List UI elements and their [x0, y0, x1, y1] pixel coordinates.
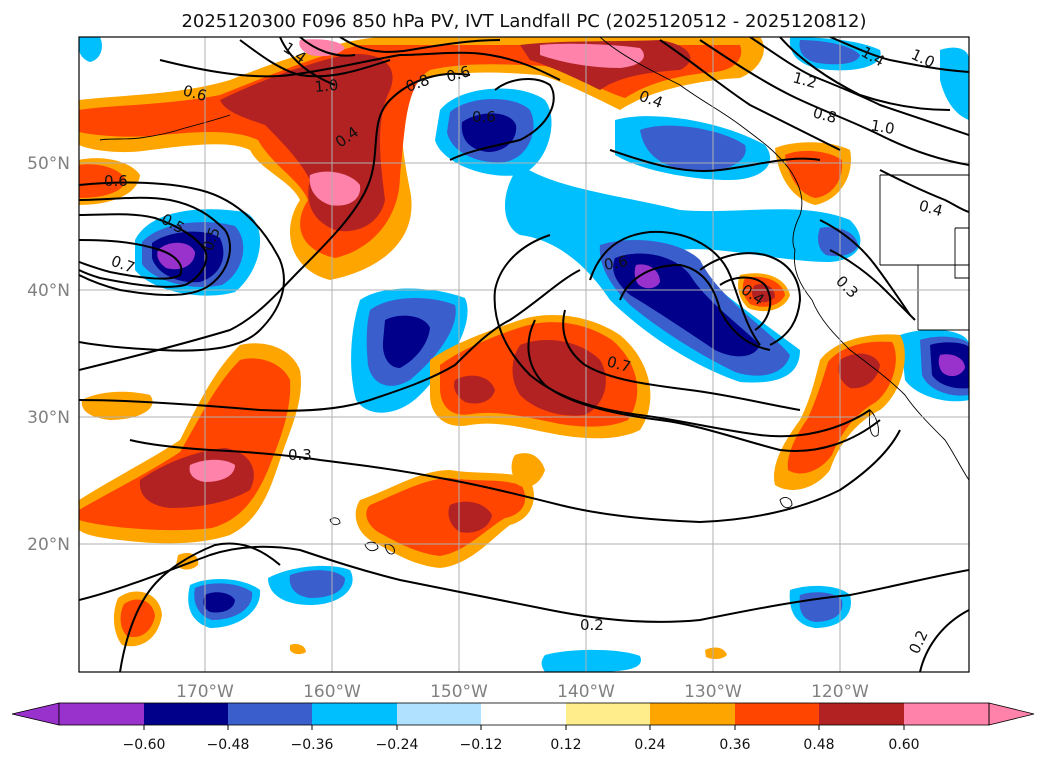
coastlines — [99, 37, 969, 555]
lon-label-150w: 150°W — [430, 682, 488, 702]
contour-label: 1.2 — [791, 68, 819, 92]
colorbar-segment — [312, 703, 397, 725]
lon-label-170w: 170°W — [176, 682, 234, 702]
colorbar-segment — [228, 703, 312, 725]
contour-label: 0.6 — [603, 252, 630, 274]
contour-label: 0.6 — [444, 62, 472, 86]
colorbar-tick-label: 0.12 — [550, 737, 581, 753]
contour-label: 0.4 — [917, 196, 945, 220]
contour-label: 1.0 — [314, 76, 339, 96]
colorbar-segment — [735, 703, 819, 725]
gridlines — [79, 37, 969, 672]
contour-label: 0.6 — [104, 172, 128, 190]
colorbar-tick-label: −0.60 — [123, 737, 166, 753]
contour-label: 0.6 — [181, 81, 209, 105]
colorbar-tick-label: −0.48 — [207, 737, 250, 753]
colorbar-segment — [144, 703, 228, 725]
colorbar-segment — [904, 703, 989, 725]
contour-label: 0.6 — [472, 108, 496, 126]
colorbar-tick-label: 0.36 — [719, 737, 750, 753]
map-panel: 0.6 1.4 1.0 0.8 0.6 0.4 0.6 0.6 0.7 0.5 … — [78, 36, 970, 673]
colorbar-segment — [481, 703, 566, 725]
map-title: 2025120300 F096 850 hPa PV, IVT Landfall… — [181, 11, 866, 32]
contour-label: 0.3 — [288, 446, 312, 464]
colorbar-tick-label: −0.12 — [460, 737, 503, 753]
colorbar-tick-label: −0.36 — [291, 737, 334, 753]
contour-label: 0.8 — [811, 103, 839, 127]
lon-label-130w: 130°W — [684, 682, 742, 702]
lat-label-50n: 50°N — [27, 154, 70, 174]
colorbar-extend-low — [11, 702, 60, 726]
lon-label-160w: 160°W — [303, 682, 361, 702]
lon-label-140w: 140°W — [557, 682, 615, 702]
colorbar-segment — [566, 703, 650, 725]
colorbar-segment — [819, 703, 904, 725]
lat-label-40n: 40°N — [27, 281, 70, 301]
colorbar-tick-label: −0.24 — [376, 737, 419, 753]
colorbar-extend-high — [988, 702, 1035, 726]
colorbar-segment — [397, 703, 481, 725]
contour-label: 0.2 — [580, 616, 604, 634]
negative-pv-anomaly-fill — [79, 37, 969, 672]
colorbar: −0.60 −0.48 −0.36 −0.24 −0.12 0.12 0.24 … — [11, 702, 1035, 753]
colorbar-segment — [59, 703, 144, 725]
ivt-contours — [79, 37, 969, 672]
lat-label-30n: 30°N — [27, 408, 70, 428]
latitude-labels: 50°N 40°N 30°N 20°N — [27, 154, 70, 555]
contour-label: 0.7 — [605, 352, 633, 376]
colorbar-segment — [650, 703, 735, 725]
lon-label-120w: 120°W — [811, 682, 869, 702]
colorbar-tick-label: 0.60 — [888, 737, 919, 753]
longitude-labels: 170°W 160°W 150°W 140°W 130°W 120°W — [176, 682, 869, 702]
contour-label: 1.0 — [869, 116, 896, 138]
colorbar-tick-label: 0.48 — [803, 737, 834, 753]
colorbar-ticks — [143, 725, 905, 730]
lat-label-20n: 20°N — [27, 535, 70, 555]
colorbar-tick-label: 0.24 — [634, 737, 665, 753]
